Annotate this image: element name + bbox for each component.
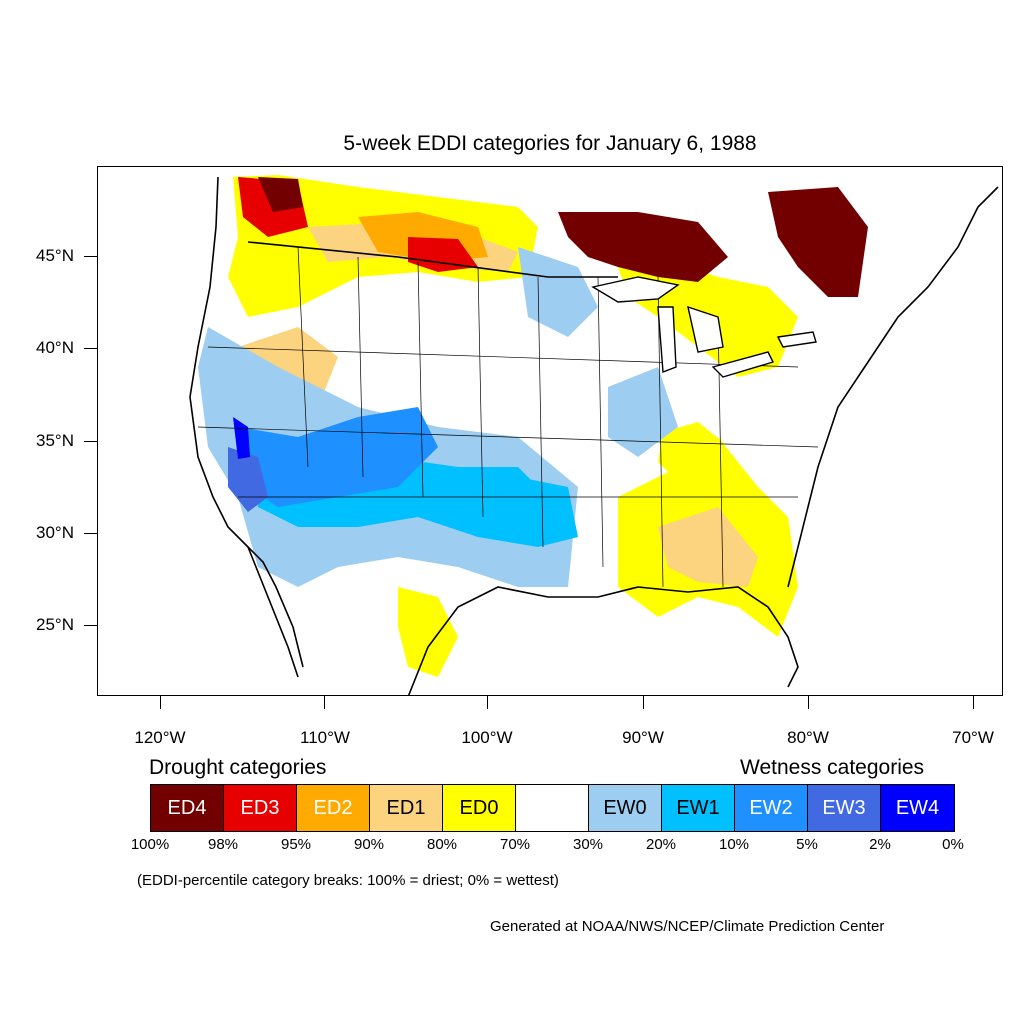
percent-break-label: 20%	[645, 836, 677, 853]
wetness-categories-heading: Wetness categories	[740, 756, 925, 779]
lake-erie	[711, 351, 774, 378]
lon-label-120w: 120°W	[134, 728, 186, 747]
region-ed3-north	[408, 237, 478, 272]
legend-swatch-ew3: EW3	[808, 785, 881, 831]
lat-label-35n: 35°N	[36, 431, 74, 450]
percent-break-label: 30%	[572, 836, 604, 853]
legend-swatch-ew1: EW1	[662, 785, 735, 831]
lon-tick	[487, 696, 488, 709]
great-lakes	[591, 276, 817, 378]
lon-label-110w: 110°W	[300, 728, 350, 747]
percent-break-label: 5%	[796, 836, 818, 853]
atlantic-coast-outline	[787, 186, 999, 588]
percent-break-label: 70%	[499, 836, 531, 853]
lat-tick	[84, 256, 97, 257]
lake-michigan	[657, 306, 677, 373]
lon-tick	[808, 696, 809, 709]
legend-swatch-ew2: EW2	[735, 785, 808, 831]
lon-label-70w: 70°W	[952, 728, 994, 747]
lon-label-90w: 90°W	[622, 728, 664, 747]
legend-swatch-ew4: EW4	[881, 785, 954, 831]
drought-categories-heading: Drought categories	[149, 756, 327, 779]
region-ed4-great-lakes	[558, 212, 728, 282]
lake-huron	[687, 305, 724, 353]
eddi-map	[189, 175, 999, 695]
legend-swatch-ed4: ED4	[151, 785, 224, 831]
percent-break-label: 90%	[353, 836, 385, 853]
percent-break-label: 95%	[280, 836, 312, 853]
map-title: 5-week EDDI categories for January 6, 19…	[343, 132, 757, 155]
lat-tick	[84, 441, 97, 442]
gulf-coast-outline	[407, 586, 799, 695]
region-ed0-mexico	[398, 587, 458, 677]
lat-label-30n: 30°N	[36, 523, 74, 542]
legend-swatch-ed2: ED2	[297, 785, 370, 831]
percent-break-label: 0%	[942, 836, 964, 853]
lat-label-45n: 45°N	[36, 246, 74, 265]
lon-tick	[643, 696, 644, 709]
region-ew0-plains	[518, 247, 598, 337]
legend-swatch-ed3: ED3	[224, 785, 297, 831]
region-ew1-oklahoma	[518, 477, 578, 547]
percent-break-label: 2%	[869, 836, 891, 853]
lake-superior	[591, 276, 680, 303]
legend-swatch-ed1: ED1	[370, 785, 443, 831]
region-ed4-northeast	[768, 187, 868, 297]
lon-tick	[973, 696, 974, 709]
lake-ontario	[776, 331, 817, 348]
lat-label-25n: 25°N	[36, 615, 74, 634]
legend-swatch-neutral	[516, 785, 589, 831]
lon-label-100w: 100°W	[461, 728, 513, 747]
state-lines	[197, 246, 819, 588]
baja-outline	[247, 546, 299, 678]
percent-break-label: 100%	[130, 836, 170, 853]
region-ew4-california	[233, 417, 250, 459]
lat-tick	[84, 625, 97, 626]
lon-tick	[160, 696, 161, 709]
lon-label-80w: 80°W	[787, 728, 829, 747]
lon-tick	[324, 696, 325, 709]
region-ed4-pnw	[258, 177, 303, 212]
category-breaks-note: (EDDI-percentile category breaks: 100% =…	[137, 872, 559, 889]
canada-border	[247, 241, 618, 278]
percent-break-label: 80%	[426, 836, 458, 853]
region-ew2-southwest	[238, 407, 438, 507]
percent-break-label: 10%	[718, 836, 750, 853]
legend-swatch-ew0: EW0	[589, 785, 662, 831]
map-frame	[97, 166, 1003, 696]
lat-tick	[84, 348, 97, 349]
legend-swatch-ed0: ED0	[443, 785, 516, 831]
credit-line: Generated at NOAA/NWS/NCEP/Climate Predi…	[490, 918, 885, 935]
coastline-and-borders	[189, 176, 999, 695]
region-ew3-california	[228, 447, 268, 512]
percent-break-label: 98%	[207, 836, 239, 853]
lat-tick	[84, 533, 97, 534]
region-ed1-southeast	[658, 507, 758, 587]
region-ed0-ohio-valley	[658, 422, 723, 482]
west-coast-outline	[189, 176, 304, 668]
lat-label-40n: 40°N	[36, 338, 74, 357]
legend-color-bar: ED4 ED3 ED2 ED1 ED0 EW0 EW1 EW2 EW3 EW4	[150, 784, 955, 832]
